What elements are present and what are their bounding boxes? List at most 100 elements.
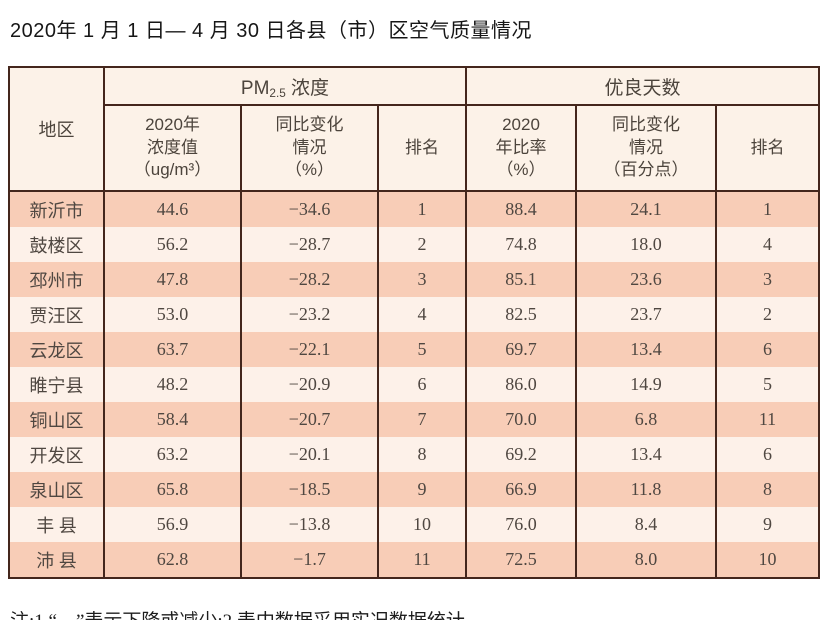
- table-row: 泉山区 65.8 −18.5 9 66.9 11.8 8: [8, 472, 821, 507]
- pm-change-cell: −18.5: [240, 472, 379, 507]
- good-rank-cell: 2: [714, 297, 821, 332]
- good-rank-cell: 6: [714, 437, 821, 472]
- region-cell: 铜山区: [8, 402, 105, 437]
- table-header: 地区 PM2.5 浓度 优良天数 2020年 浓度值 （ug/m³） 同比变化 …: [8, 67, 821, 192]
- pm-value-cell: 63.7: [103, 332, 242, 367]
- table-row: 铜山区 58.4 −20.7 7 70.0 6.8 11: [8, 402, 821, 437]
- region-cell: 鼓楼区: [8, 227, 105, 262]
- pm-rank-cell: 5: [377, 332, 467, 367]
- pm-rank-cell: 1: [377, 191, 467, 227]
- good-rate-cell: 66.9: [465, 472, 577, 507]
- pm-value-cell: 48.2: [103, 367, 242, 402]
- pm-rank-cell: 11: [377, 542, 467, 578]
- pm-rank-cell: 10: [377, 507, 467, 542]
- good-change-cell: 6.8: [575, 402, 717, 437]
- region-cell: 贾汪区: [8, 297, 105, 332]
- header-pm25-group: PM2.5 浓度: [103, 67, 467, 106]
- pm-value-cell: 56.9: [103, 507, 242, 542]
- pm-value-cell: 56.2: [103, 227, 242, 262]
- region-cell: 沛 县: [8, 542, 105, 578]
- good-rate-cell: 85.1: [465, 262, 577, 297]
- pm-change-cell: −20.1: [240, 437, 379, 472]
- pm-value-cell: 44.6: [103, 191, 242, 227]
- pm-rank-cell: 8: [377, 437, 467, 472]
- good-change-cell: 11.8: [575, 472, 717, 507]
- region-cell: 新沂市: [8, 191, 105, 227]
- footnote: 注:1.“—”表示下降或减少;2.表中数据采用实况数据统计。: [10, 606, 825, 620]
- pm25-subscript: 2.5: [269, 86, 286, 100]
- pm-change-cell: −1.7: [240, 542, 379, 578]
- good-rate-cell: 86.0: [465, 367, 577, 402]
- header-good-change: 同比变化 情况 （百分点）: [575, 105, 717, 192]
- good-change-cell: 18.0: [575, 227, 717, 262]
- pm-change-cell: −22.1: [240, 332, 379, 367]
- pm-value-cell: 62.8: [103, 542, 242, 578]
- table-row: 丰 县 56.9 −13.8 10 76.0 8.4 9: [8, 507, 821, 542]
- good-change-cell: 24.1: [575, 191, 717, 227]
- pm-value-cell: 58.4: [103, 402, 242, 437]
- good-change-cell: 23.7: [575, 297, 717, 332]
- good-rate-cell: 74.8: [465, 227, 577, 262]
- table-row: 云龙区 63.7 −22.1 5 69.7 13.4 6: [8, 332, 821, 367]
- region-cell: 开发区: [8, 437, 105, 472]
- pm-change-cell: −34.6: [240, 191, 379, 227]
- good-change-cell: 14.9: [575, 367, 717, 402]
- good-change-cell: 23.6: [575, 262, 717, 297]
- pm-change-cell: −23.2: [240, 297, 379, 332]
- region-cell: 睢宁县: [8, 367, 105, 402]
- pm-rank-cell: 3: [377, 262, 467, 297]
- header-good-rank: 排名: [714, 105, 821, 192]
- header-pm-value: 2020年 浓度值 （ug/m³）: [103, 105, 242, 192]
- pm-change-cell: −28.7: [240, 227, 379, 262]
- good-rank-cell: 5: [714, 367, 821, 402]
- table-row: 沛 县 62.8 −1.7 11 72.5 8.0 10: [8, 542, 821, 578]
- pm-rank-cell: 7: [377, 402, 467, 437]
- good-rate-cell: 76.0: [465, 507, 577, 542]
- pm-value-cell: 53.0: [103, 297, 242, 332]
- good-rate-cell: 72.5: [465, 542, 577, 578]
- header-region: 地区: [8, 67, 105, 192]
- good-change-cell: 13.4: [575, 437, 717, 472]
- table-row: 鼓楼区 56.2 −28.7 2 74.8 18.0 4: [8, 227, 821, 262]
- air-quality-table: 地区 PM2.5 浓度 优良天数 2020年 浓度值 （ug/m³） 同比变化 …: [8, 66, 821, 579]
- region-cell: 邳州市: [8, 262, 105, 297]
- good-rate-cell: 88.4: [465, 191, 577, 227]
- pm-value-cell: 63.2: [103, 437, 242, 472]
- pm-rank-cell: 9: [377, 472, 467, 507]
- good-rank-cell: 3: [714, 262, 821, 297]
- good-rank-cell: 9: [714, 507, 821, 542]
- pm-change-cell: −28.2: [240, 262, 379, 297]
- table-body: 新沂市 44.6 −34.6 1 88.4 24.1 1 鼓楼区 56.2 −2…: [8, 191, 821, 578]
- good-rate-cell: 82.5: [465, 297, 577, 332]
- pm25-label: PM: [240, 77, 270, 99]
- good-change-cell: 8.4: [575, 507, 717, 542]
- table-row: 睢宁县 48.2 −20.9 6 86.0 14.9 5: [8, 367, 821, 402]
- header-pm-rank: 排名: [377, 105, 467, 192]
- page-title: 2020年 1 月 1 日— 4 月 30 日各县（市）区空气质量情况: [10, 20, 533, 42]
- table-row: 贾汪区 53.0 −23.2 4 82.5 23.7 2: [8, 297, 821, 332]
- region-cell: 云龙区: [8, 332, 105, 367]
- pm-rank-cell: 2: [377, 227, 467, 262]
- pm-change-cell: −13.8: [240, 507, 379, 542]
- good-rank-cell: 6: [714, 332, 821, 367]
- good-rate-cell: 69.2: [465, 437, 577, 472]
- region-cell: 泉山区: [8, 472, 105, 507]
- header-good-rate: 2020 年比率 （%）: [465, 105, 577, 192]
- header-pm-change: 同比变化 情况 （%）: [240, 105, 379, 192]
- good-rank-cell: 11: [714, 402, 821, 437]
- good-rank-cell: 10: [714, 542, 821, 578]
- region-cell: 丰 县: [8, 507, 105, 542]
- table-row: 新沂市 44.6 −34.6 1 88.4 24.1 1: [8, 191, 821, 227]
- good-rate-cell: 70.0: [465, 402, 577, 437]
- good-change-cell: 13.4: [575, 332, 717, 367]
- pm-change-cell: −20.7: [240, 402, 379, 437]
- table-row: 开发区 63.2 −20.1 8 69.2 13.4 6: [8, 437, 821, 472]
- good-rank-cell: 4: [714, 227, 821, 262]
- good-rank-cell: 1: [714, 191, 821, 227]
- pm-rank-cell: 4: [377, 297, 467, 332]
- table-row: 邳州市 47.8 −28.2 3 85.1 23.6 3: [8, 262, 821, 297]
- pm-value-cell: 65.8: [103, 472, 242, 507]
- good-change-cell: 8.0: [575, 542, 717, 578]
- pm-rank-cell: 6: [377, 367, 467, 402]
- good-rate-cell: 69.7: [465, 332, 577, 367]
